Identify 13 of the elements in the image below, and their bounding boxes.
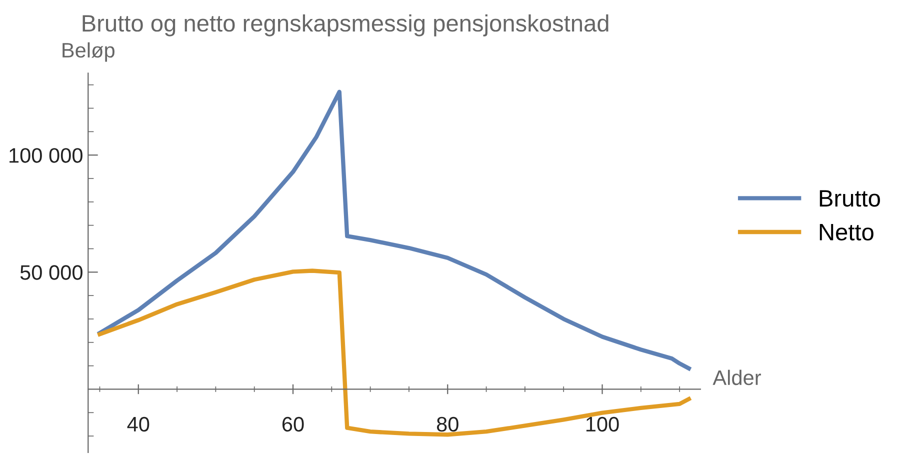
y-tick-label: 100 000 <box>10 148 82 163</box>
x-tick-label: 80 <box>436 416 458 432</box>
x-tick-label: 100 <box>586 416 619 432</box>
line-series <box>98 90 691 370</box>
legend-label: Brutto <box>820 190 880 207</box>
x-tick-label: 40 <box>127 416 150 432</box>
legend-label: Netto <box>820 224 874 241</box>
y-tick-label: 50 000 <box>20 265 82 280</box>
x-axis-title: Alder <box>712 370 761 386</box>
x-tick-label: 60 <box>282 416 304 432</box>
chart-title: Brutto og netto regnskapsmessig pensjonskostnad <box>82 14 608 36</box>
y-axis-title: Beløp <box>62 42 114 62</box>
line-series <box>98 268 691 437</box>
